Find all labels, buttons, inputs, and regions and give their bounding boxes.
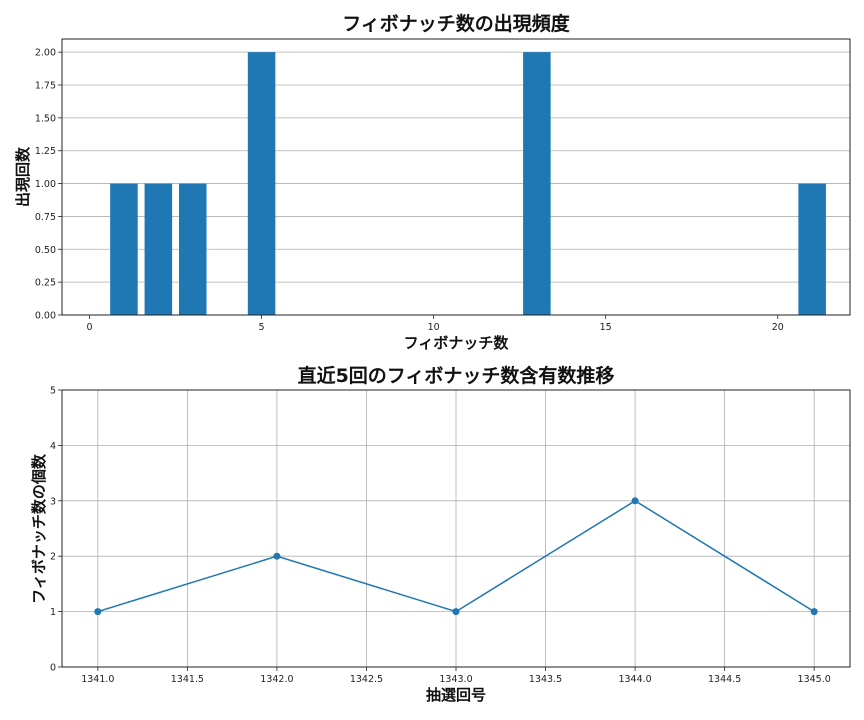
chart1-bar <box>178 183 207 315</box>
chart1-xtick-label: 20 <box>772 322 784 333</box>
chart1-ytick-label: 0.25 <box>35 278 56 289</box>
chart1-xtick-label: 0 <box>87 322 93 333</box>
chart1-xtick-label: 15 <box>600 322 612 333</box>
chart1-bars <box>110 52 826 316</box>
chart1-ytick-label: 1.50 <box>35 113 56 124</box>
chart2-xtick-label: 1341.0 <box>81 674 114 685</box>
chart1-ytick-label: 1.00 <box>35 179 56 190</box>
chart2-point <box>810 608 818 616</box>
chart2-xtick-label: 1344.5 <box>708 674 741 685</box>
chart2-ytick-label: 0 <box>50 663 56 674</box>
chart1-title: フィボナッチ数の出現頻度 <box>342 12 571 35</box>
chart2-xtick-label: 1341.5 <box>171 674 204 685</box>
chart1-ytick-label: 0.50 <box>35 245 56 256</box>
chart1-ytick-label: 0.75 <box>35 212 56 223</box>
chart2-title: 直近5回のフィボナッチ数含有数推移 <box>298 364 615 387</box>
chart2-point <box>452 608 460 616</box>
chart2-ytick-label: 5 <box>50 386 56 397</box>
chart2-ticks: 0 1 2 3 4 5 1341.0 1341.5 1342.0 1342.5 1343.0 1343… <box>50 386 831 686</box>
chart2-xtick-label: 1343.5 <box>529 674 562 685</box>
chart2-ytick-label: 2 <box>50 552 56 563</box>
chart2-grid <box>62 389 850 668</box>
chart1-bar <box>144 183 173 315</box>
chart1-bar <box>798 183 826 315</box>
chart2-line <box>94 497 818 616</box>
chart1-xtick-label: 10 <box>428 322 440 333</box>
chart2-ytick-label: 4 <box>50 441 56 452</box>
chart2-ylabel: フィボナッチ数の個数 <box>30 453 48 604</box>
chart2-point <box>94 608 102 616</box>
chart1-ytick-label: 1.75 <box>35 81 56 92</box>
chart1-frame <box>61 38 851 316</box>
chart2-xtick-label: 1343.0 <box>439 674 472 685</box>
chart1-bar <box>523 52 551 316</box>
chart2-ytick-label: 1 <box>50 607 56 618</box>
chart1-ylabel: 出現回数 <box>14 146 32 207</box>
chart1-ticks: 0.00 0.25 0.50 0.75 1.00 1.25 1.50 1.75 2.00 0 5 10… <box>35 48 784 333</box>
chart1-ytick-label: 0.00 <box>35 311 56 322</box>
chart2-point <box>631 497 639 505</box>
chart2-xtick-label: 1342.0 <box>260 674 293 685</box>
chart1-ytick-label: 2.00 <box>35 48 56 59</box>
chart1-bar <box>247 52 276 316</box>
chart2-xtick-label: 1345.0 <box>798 674 831 685</box>
chart1-ytick-label: 1.25 <box>35 146 56 157</box>
chart2-xtick-label: 1342.5 <box>350 674 383 685</box>
chart2-ytick-label: 3 <box>50 496 56 507</box>
chart2-xlabel: 抽選回号 <box>426 686 486 704</box>
chart1-xtick-label: 5 <box>259 322 265 333</box>
chart1-bar <box>110 183 138 315</box>
chart2-xtick-label: 1344.0 <box>618 674 651 685</box>
chart2-frame <box>61 389 851 668</box>
chart1-xlabel: フィボナッチ数 <box>404 334 510 352</box>
chart2-point <box>273 552 281 560</box>
